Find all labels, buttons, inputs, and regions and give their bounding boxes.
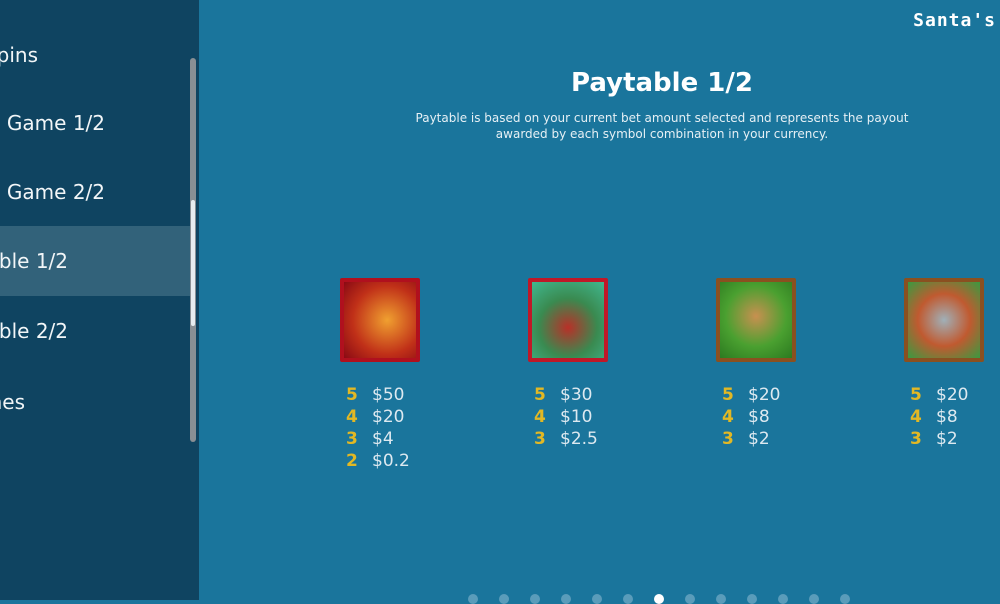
payout-value: Paytable 2/2 [0,319,68,343]
symbol-count: 5 [534,385,546,405]
pay-row: 2 $0.2 [346,450,420,472]
payout-value: Paylines [0,390,25,414]
pay-row: 5 $20 [910,384,984,406]
pay-row: 5 $20 [722,384,796,406]
page-title: Paytable 1/2 [571,68,753,98]
payout-value: Bonus Game 1/2 [0,111,105,135]
sidebar-item-free-spins[interactable]: Free Spins [0,20,190,90]
page-dot-8[interactable] [685,594,695,604]
payout-value: $50 [372,385,405,405]
sidebar-item-bonus-game-2[interactable]: Bonus Game 2/2 [0,157,190,227]
pay-row: 5 $50 [346,384,420,406]
page-dot-2[interactable] [499,594,509,604]
symbol-count: 2 [346,451,358,471]
payout-value: $20 [372,407,405,427]
sidebar-item-paylines[interactable]: Paylines [0,367,190,437]
pay-row: 4 $20 [346,406,420,428]
symbol-meerkat: 5 $20 4 $8 3 $2 [716,278,796,450]
pay-row: 5 $30 [534,384,608,406]
page-dot-12[interactable] [809,594,819,604]
sidebar-item-paytable-2[interactable]: Paytable 2/2 [0,296,190,366]
symbol-count: 3 [534,429,546,449]
payout-value: $8 [936,407,958,427]
game-title: Santa's [913,10,996,31]
payout-value: $0.2 [372,451,410,471]
symbol-count: 5 [722,385,734,405]
pay-row: 4 $8 [910,406,984,428]
symbol-parrot: 5 $30 4 $10 3 $2.5 [528,278,608,450]
sidebar: Free Spins Bonus Game 1/2 Bonus Game 2/2… [0,0,199,600]
page-dot-5[interactable] [592,594,602,604]
symbol-count: 3 [910,429,922,449]
sidebar-item-bonus-game-1[interactable]: Bonus Game 1/2 [0,88,190,158]
page-description: Paytable is based on your current bet am… [415,111,909,141]
parrot-icon [528,278,608,362]
page-dot-10[interactable] [747,594,757,604]
symbol-count: 5 [910,385,922,405]
payout-value: $20 [748,385,781,405]
symbol-count: 3 [346,429,358,449]
page-dot-4[interactable] [561,594,571,604]
payout-value: $4 [372,429,394,449]
symbol-count: 4 [346,407,358,427]
payout-value: Paytable 1/2 [0,249,68,273]
pay-row: 3 $2 [722,428,796,450]
symbol-frog: 5 $50 4 $20 3 $4 2 $0.2 [340,278,420,472]
payout-value: $30 [560,385,593,405]
pay-row: 3 $4 [346,428,420,450]
payout-value: Bonus Game 2/2 [0,180,105,204]
page-dot-11[interactable] [778,594,788,604]
frog-icon [340,278,420,362]
pay-row: 4 $10 [534,406,608,428]
symbol-count: 5 [346,385,358,405]
scrollbar-thumb[interactable] [191,200,195,326]
pagination-dots [468,594,850,604]
symbol-count: 4 [722,407,734,427]
payout-value: $2.5 [560,429,598,449]
meerkat-icon [716,278,796,362]
pay-row: 4 $8 [722,406,796,428]
page-dot-9[interactable] [716,594,726,604]
page-dot-6[interactable] [623,594,633,604]
pay-row: 3 $2 [910,428,984,450]
page-dot-3[interactable] [530,594,540,604]
payout-value: $8 [748,407,770,427]
page-dot-7[interactable] [654,594,664,604]
payout-value: $2 [748,429,770,449]
payout-value: $20 [936,385,969,405]
sidebar-item-paytable-1[interactable]: Paytable 1/2 [0,226,190,296]
symbol-count: 3 [722,429,734,449]
symbol-count: 4 [534,407,546,427]
payout-value: $2 [936,429,958,449]
payout-value: $10 [560,407,593,427]
symbol-count: 4 [910,407,922,427]
pay-row: 3 $2.5 [534,428,608,450]
dolphin-icon [904,278,984,362]
symbol-dolphin: 5 $20 4 $8 3 $2 [904,278,984,450]
page-dot-1[interactable] [468,594,478,604]
payout-value: Free Spins [0,43,38,67]
page-dot-13[interactable] [840,594,850,604]
